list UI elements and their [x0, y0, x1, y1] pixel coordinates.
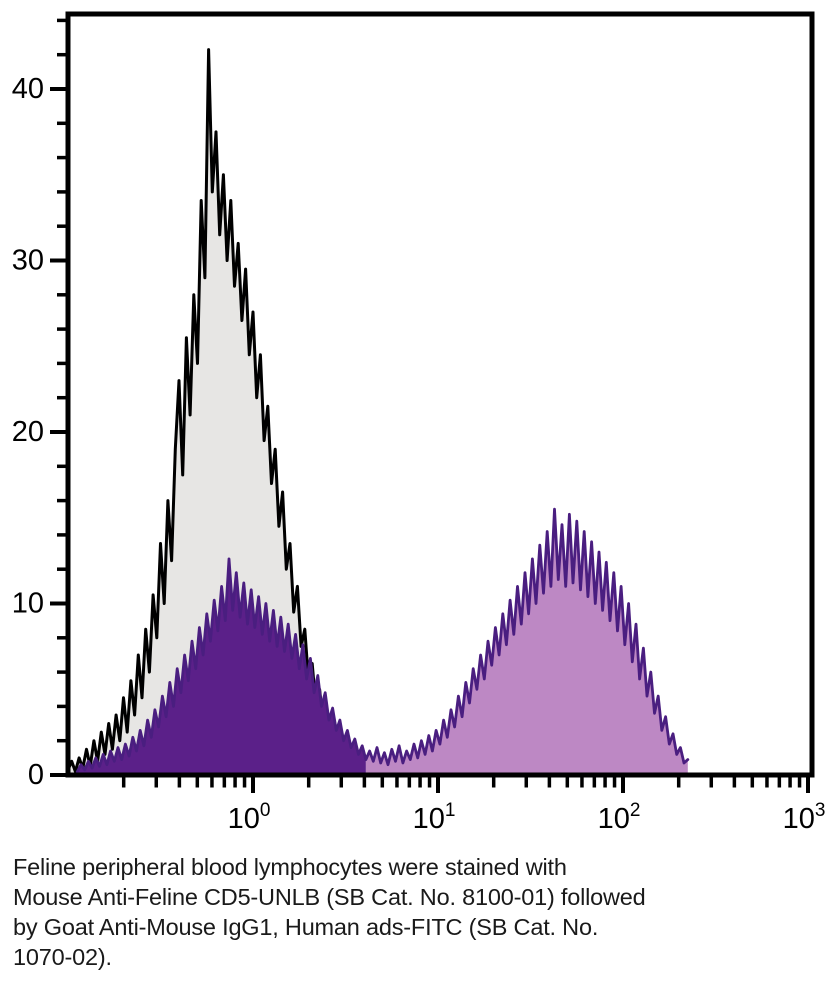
cd5-positive-fill — [365, 509, 688, 775]
y-tick-label: 20 — [12, 416, 44, 448]
x-tick-label: 102 — [598, 800, 641, 835]
control-fill — [68, 49, 364, 776]
y-tick-label: 10 — [12, 588, 44, 620]
y-tick-label: 0 — [28, 759, 44, 791]
x-axis: 100 101 102 103 — [121, 777, 826, 835]
caption-line: 1070-02). — [13, 944, 112, 970]
plot-box — [65, 11, 815, 778]
cd5-outline — [75, 507, 690, 773]
histogram-chart: 0 10 20 30 40 100 101 102 103 — [12, 11, 826, 835]
plot-border — [65, 11, 815, 778]
cd5-negative-fill — [77, 558, 366, 775]
caption-line: by Goat Anti-Mouse IgG1, Human ads-FITC … — [13, 914, 599, 940]
y-tick-label: 40 — [12, 73, 44, 105]
x-tick-label: 103 — [783, 800, 826, 835]
x-tick-label: 101 — [413, 800, 456, 835]
figure-caption: Feline peripheral blood lymphocytes were… — [13, 852, 821, 972]
caption-line: Feline peripheral blood lymphocytes were… — [13, 854, 567, 880]
y-axis: 0 10 20 30 40 — [12, 18, 66, 791]
x-tick-label: 100 — [228, 800, 271, 835]
cd5-stained-histogram — [75, 507, 690, 775]
y-tick-label: 30 — [12, 245, 44, 277]
caption-line: Mouse Anti-Feline CD5-UNLB (SB Cat. No. … — [13, 884, 646, 910]
